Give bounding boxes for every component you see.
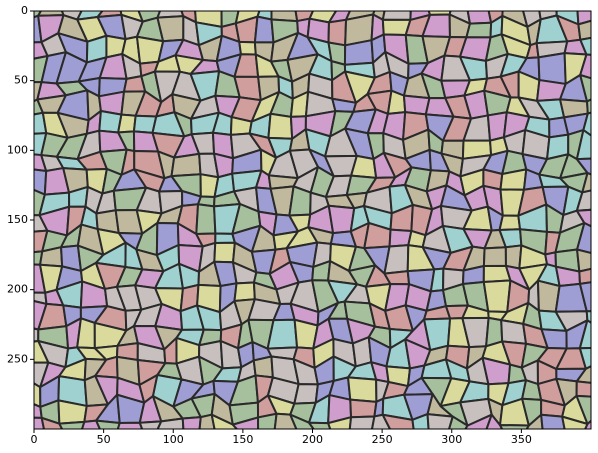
grain bbox=[411, 413, 430, 429]
grain bbox=[579, 74, 591, 103]
x-tick-label: 150 bbox=[232, 433, 253, 446]
grain bbox=[485, 413, 504, 429]
segmented-image bbox=[34, 11, 591, 429]
y-tick-label: 0 bbox=[21, 4, 28, 17]
x-tick-label: 200 bbox=[302, 433, 323, 446]
grain bbox=[575, 129, 591, 161]
grain bbox=[138, 420, 163, 429]
grain bbox=[210, 413, 239, 429]
x-tick-label: 0 bbox=[31, 433, 38, 446]
y-tick-label: 150 bbox=[7, 213, 28, 226]
x-tick-label: 100 bbox=[163, 433, 184, 446]
grain bbox=[498, 214, 522, 231]
grain bbox=[578, 319, 591, 350]
x-tick-label: 300 bbox=[441, 433, 462, 446]
grain bbox=[525, 413, 544, 429]
grain bbox=[540, 413, 566, 429]
grain bbox=[386, 89, 407, 115]
grain bbox=[575, 394, 591, 425]
grain bbox=[448, 415, 469, 429]
grain bbox=[267, 112, 294, 140]
grain bbox=[213, 241, 236, 264]
grain bbox=[582, 111, 591, 137]
grain bbox=[371, 413, 392, 429]
grain bbox=[575, 189, 591, 212]
grain bbox=[575, 208, 591, 228]
grain bbox=[576, 248, 591, 273]
grain bbox=[252, 355, 274, 379]
grain bbox=[81, 419, 101, 429]
grain bbox=[233, 281, 256, 303]
grain bbox=[156, 11, 185, 19]
grain bbox=[576, 11, 591, 26]
grain bbox=[561, 415, 589, 429]
grain bbox=[464, 413, 493, 429]
grain bbox=[156, 417, 185, 429]
grain bbox=[349, 398, 378, 419]
grain bbox=[577, 19, 591, 41]
grain bbox=[288, 185, 312, 217]
grain bbox=[34, 111, 48, 135]
grain bbox=[426, 413, 454, 429]
y-tick-label: 250 bbox=[7, 352, 28, 365]
grain bbox=[578, 267, 591, 285]
grain bbox=[116, 421, 144, 429]
grain bbox=[350, 154, 378, 179]
grain bbox=[327, 18, 348, 47]
grain bbox=[579, 36, 591, 56]
grain bbox=[482, 246, 507, 267]
grain bbox=[584, 419, 591, 429]
grain bbox=[499, 424, 530, 429]
x-tick-label: 350 bbox=[511, 433, 532, 446]
grain bbox=[586, 98, 591, 115]
y-tick-label: 200 bbox=[7, 283, 28, 296]
y-tick-label: 100 bbox=[7, 143, 28, 156]
y-tick-label: 50 bbox=[14, 74, 28, 87]
grain bbox=[266, 318, 299, 350]
grain bbox=[307, 421, 332, 429]
grain bbox=[170, 152, 202, 178]
grain bbox=[578, 346, 591, 370]
grain bbox=[327, 416, 353, 429]
grain bbox=[181, 416, 202, 429]
grain bbox=[289, 413, 315, 429]
grain bbox=[195, 203, 217, 236]
grain bbox=[257, 412, 278, 429]
grain bbox=[238, 40, 257, 56]
x-tick-label: 50 bbox=[97, 433, 111, 446]
grain bbox=[576, 222, 591, 255]
grain bbox=[231, 416, 260, 429]
grain bbox=[348, 415, 376, 429]
grain bbox=[578, 281, 591, 313]
grain bbox=[117, 113, 137, 134]
grain bbox=[575, 380, 591, 398]
grain bbox=[293, 383, 319, 405]
grain bbox=[39, 246, 64, 268]
grain bbox=[466, 11, 493, 25]
grain bbox=[343, 39, 375, 66]
grain bbox=[537, 52, 567, 85]
grain bbox=[482, 279, 512, 314]
grain bbox=[465, 21, 493, 39]
grain bbox=[575, 157, 591, 176]
grain bbox=[581, 172, 591, 194]
grain bbox=[156, 15, 185, 43]
grain bbox=[198, 413, 216, 429]
grain bbox=[95, 419, 121, 429]
grain bbox=[575, 365, 591, 384]
grain bbox=[37, 11, 65, 17]
grain bbox=[347, 376, 378, 403]
grain bbox=[76, 317, 96, 350]
x-tick-label: 250 bbox=[372, 433, 393, 446]
grain bbox=[34, 250, 44, 266]
grain bbox=[381, 11, 412, 21]
grain bbox=[58, 420, 86, 429]
grain bbox=[579, 53, 591, 80]
grain bbox=[381, 413, 415, 429]
grain bbox=[40, 416, 64, 429]
grain bbox=[383, 244, 410, 275]
